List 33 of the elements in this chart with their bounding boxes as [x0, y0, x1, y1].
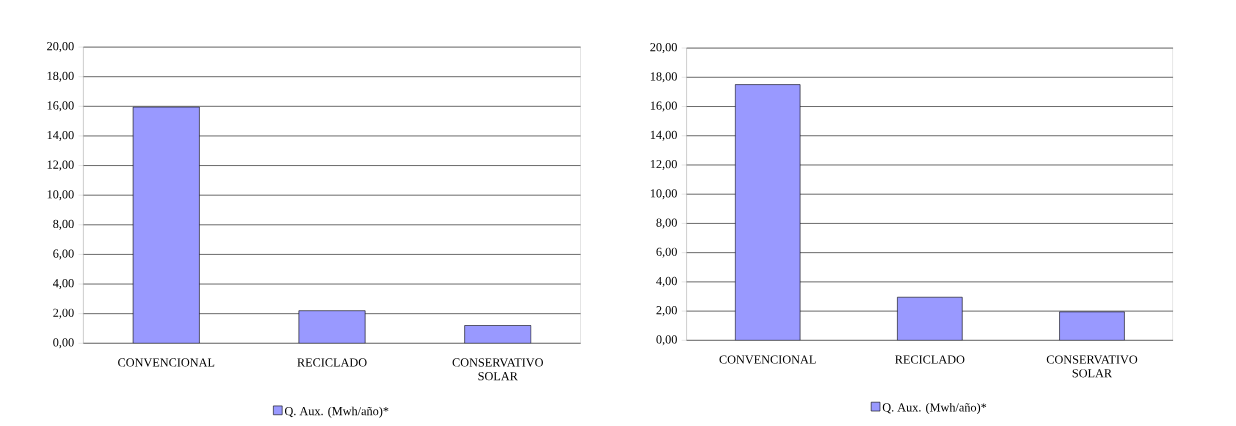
y-tick-label: 20,00 — [650, 43, 677, 54]
y-tick-label: 16,00 — [650, 101, 677, 112]
y-tick-label: 6,00 — [53, 249, 74, 260]
y-tick-label: 0,00 — [53, 338, 74, 349]
x-tick-label: CONVENCIONAL — [118, 358, 215, 367]
y-tick-label: 18,00 — [650, 72, 677, 83]
y-tick-label: 4,00 — [52, 279, 74, 290]
x-tick-label: RECICLADO — [895, 355, 965, 364]
legend-label: Q. Aux. (Mwh/año)* — [284, 406, 389, 418]
bar — [464, 325, 532, 344]
bar — [132, 106, 200, 344]
y-tick-label: 10,00 — [650, 189, 677, 200]
x-tick-label: CONSERVATIVO SOLAR — [452, 358, 543, 381]
y-tick-label: 18,00 — [47, 71, 74, 82]
bar — [298, 310, 366, 344]
x-tick-label: CONVENCIONAL — [719, 355, 816, 364]
legend-label: Q. Aux. (Mwh/año)* — [882, 403, 987, 415]
y-tick-label: 6,00 — [656, 247, 677, 258]
y-tick-label: 12,00 — [47, 160, 74, 171]
x-tick-label: RECICLADO — [297, 358, 367, 367]
y-tick-label: 14,00 — [47, 131, 74, 142]
y-tick-label: 14,00 — [650, 130, 677, 141]
y-tick-label: 2,00 — [53, 308, 74, 319]
y-tick-label: 10,00 — [47, 190, 74, 201]
x-tick-label: CONSERVATIVO SOLAR — [1046, 355, 1138, 378]
y-tick-label: 16,00 — [47, 101, 74, 112]
y-tick-label: 2,00 — [656, 306, 677, 317]
y-tick-label: 4,00 — [656, 277, 677, 288]
y-tick-label: 0,00 — [656, 335, 677, 346]
y-tick-label: 8,00 — [656, 218, 677, 229]
y-tick-label: 8,00 — [53, 219, 74, 230]
y-tick-label: 20,00 — [47, 42, 74, 53]
y-tick-label: 12,00 — [650, 160, 677, 171]
